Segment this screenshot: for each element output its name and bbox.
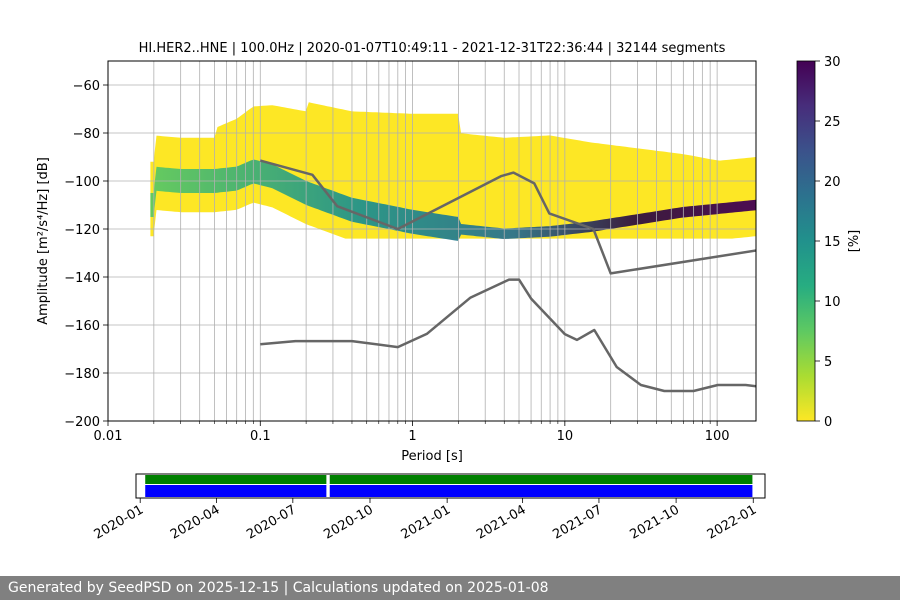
x-axis: 0.01 0.1 1 10 100 (94, 421, 730, 444)
colorbar (796, 60, 816, 422)
y-tick-label: −160 (64, 319, 100, 334)
plot-frame (107, 60, 757, 422)
availability-bars (145, 475, 753, 497)
colorbar-tick-label: 5 (824, 355, 832, 370)
noise-model-lines (259, 159, 756, 393)
availability-segment (145, 475, 327, 484)
y-axis: −60 −80 −100 −120 −140 −160 −180 −200 (64, 79, 108, 430)
y-tick-label: −180 (64, 367, 100, 382)
date-tick-label: 2021-04 (474, 502, 529, 542)
chart-title: HI.HER2..HNE | 100.0Hz | 2020-01-07T10:4… (139, 41, 726, 56)
x-tick-label: 10 (557, 429, 574, 444)
x-tick-label: 0.1 (250, 429, 271, 444)
footer-text: Generated by SeedPSD on 2025-12-15 | Cal… (8, 580, 549, 596)
colorbar-tick-label: 30 (824, 55, 841, 70)
heatmap-body (150, 102, 756, 239)
colorbar-tick-label: 25 (824, 115, 841, 130)
date-tick-label: 2021-10 (628, 502, 683, 542)
colorbar-ticks: 0 5 10 15 20 25 30 (815, 55, 841, 430)
colorbar-tick-label: 20 (824, 175, 841, 190)
y-tick-label: −80 (73, 127, 100, 142)
y-tick-label: −140 (64, 271, 100, 286)
footer-bar: Generated by SeedPSD on 2025-12-15 | Cal… (0, 576, 900, 600)
date-axis: 2020-01 2020-04 2020-07 2020-10 2021-01 2021-… (92, 498, 760, 543)
colorbar-tick-label: 0 (824, 415, 832, 430)
x-tick-label: 1 (408, 429, 416, 444)
date-tick-label: 2020-01 (92, 502, 147, 542)
date-tick-label: 2020-04 (168, 502, 223, 542)
series-line-nlnm (260, 278, 756, 393)
y-tick-label: −120 (64, 223, 100, 238)
x-tick-label: 0.01 (94, 429, 123, 444)
y-axis-label: Amplitude [m²/s⁴/Hz] [dB] (36, 157, 51, 325)
x-axis-label: Period [s] (401, 449, 463, 464)
y-tick-label: −200 (64, 415, 100, 430)
x-tick-label: 100 (705, 429, 730, 444)
colorbar-label: [%] (847, 230, 862, 253)
y-tick-label: −60 (73, 79, 100, 94)
y-tick-label: −100 (64, 175, 100, 190)
heatmap-mode-band (150, 159, 756, 241)
colorbar-tick-label: 10 (824, 295, 841, 310)
availability-segment (329, 485, 753, 497)
psd-heatmap (150, 102, 756, 241)
date-tick-label: 2021-01 (399, 502, 454, 542)
date-tick-label: 2021-07 (550, 502, 605, 542)
date-tick-label: 2020-07 (244, 502, 299, 542)
date-tick-label: 2020-10 (321, 502, 376, 542)
colorbar-tick-label: 15 (824, 235, 841, 250)
availability-segment (329, 475, 753, 484)
availability-segment (145, 485, 327, 497)
grid (107, 61, 756, 421)
series-line-nhnm (259, 159, 756, 275)
date-tick-label: 2022-01 (705, 502, 760, 542)
